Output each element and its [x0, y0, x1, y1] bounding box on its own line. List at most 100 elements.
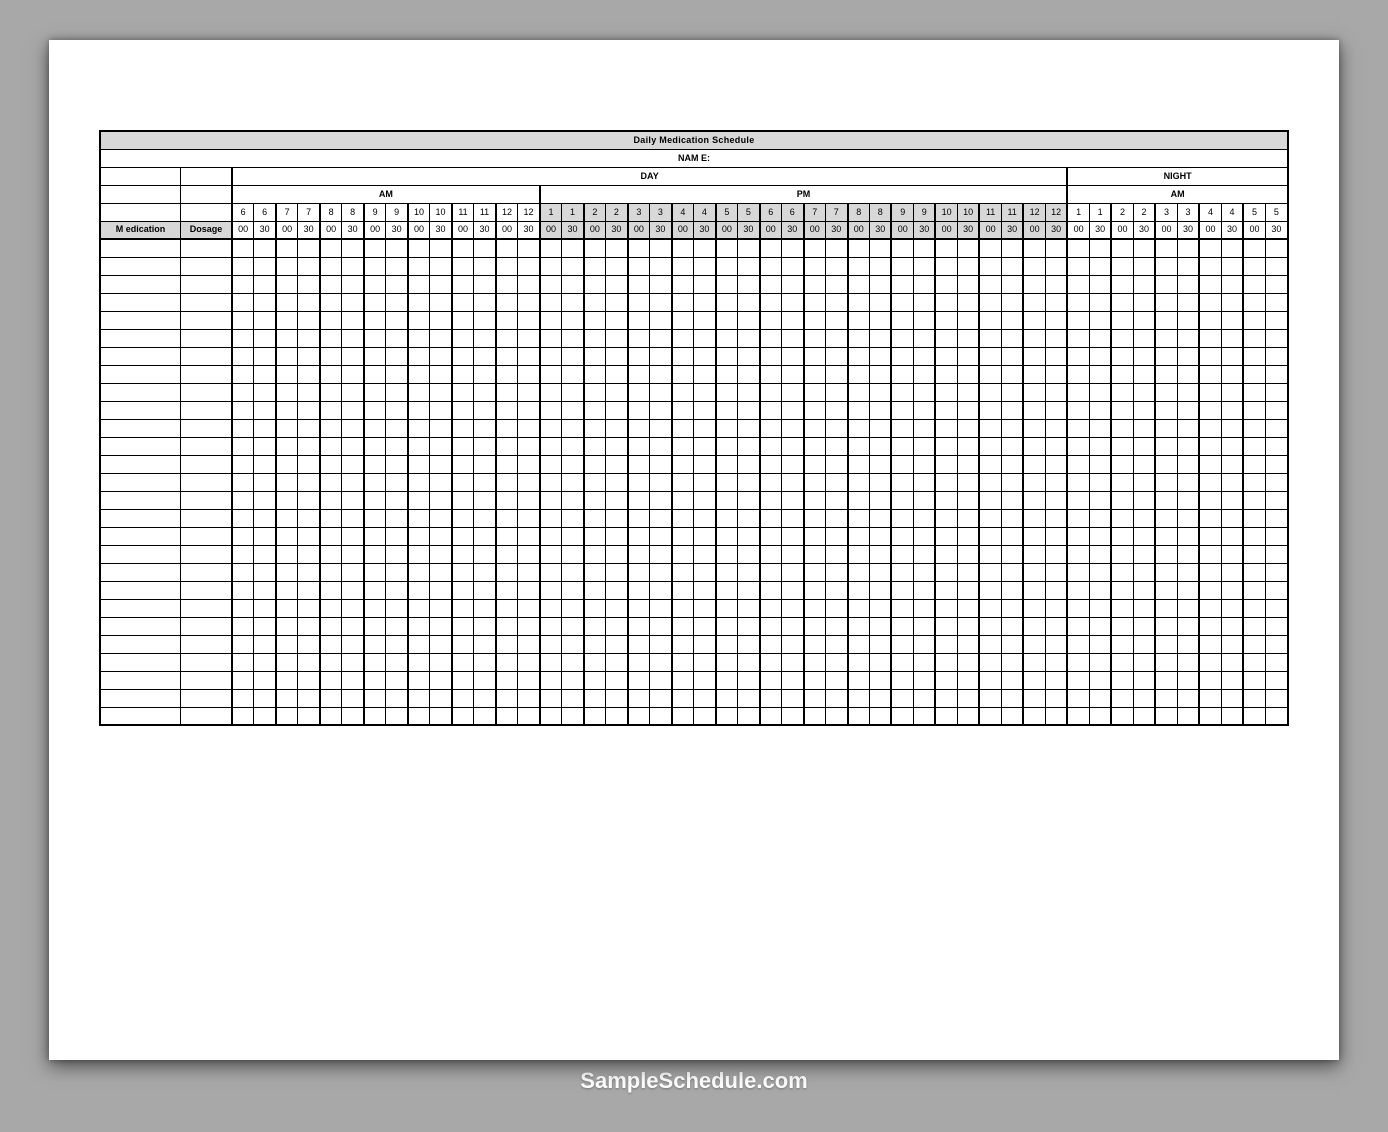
- medication-cell: [100, 239, 181, 257]
- slot-cell: [1067, 347, 1089, 365]
- slot-cell: [562, 329, 584, 347]
- slot-cell: [1155, 455, 1177, 473]
- slot-cell: [782, 653, 804, 671]
- slot-cell: [408, 293, 430, 311]
- slot-cell: [584, 419, 606, 437]
- slot-cell: [364, 365, 386, 383]
- slot-cell: [628, 599, 650, 617]
- slot-cell: [298, 563, 320, 581]
- slot-cell: [1221, 635, 1243, 653]
- slot-cell: [760, 455, 782, 473]
- slot-cell: [672, 635, 694, 653]
- slot-cell: [716, 689, 738, 707]
- slot-cell: [254, 293, 276, 311]
- dosage-cell: [181, 563, 232, 581]
- slot-cell: [1067, 653, 1089, 671]
- slot-cell: [408, 689, 430, 707]
- slot-cell: [1001, 653, 1023, 671]
- slot-cell: [518, 329, 540, 347]
- slot-cell: [891, 473, 913, 491]
- slot-cell: [540, 329, 562, 347]
- slot-cell: [320, 671, 342, 689]
- slot-cell: [782, 581, 804, 599]
- slot-cell: [452, 653, 474, 671]
- medication-cell: [100, 599, 181, 617]
- slot-cell: [1111, 311, 1133, 329]
- name-row: NAM E:: [100, 149, 1288, 167]
- slot-cell: [1045, 509, 1067, 527]
- slot-cell: [1089, 635, 1111, 653]
- medication-cell: [100, 653, 181, 671]
- slot-cell: [1133, 455, 1155, 473]
- dosage-cell: [181, 419, 232, 437]
- slot-cell: [1023, 689, 1045, 707]
- data-row: [100, 293, 1288, 311]
- slot-cell: [1001, 671, 1023, 689]
- slot-cell: [474, 509, 496, 527]
- hour-cell: 12: [1045, 203, 1067, 221]
- slot-cell: [650, 329, 672, 347]
- slot-cell: [1023, 509, 1045, 527]
- slot-cell: [298, 635, 320, 653]
- slot-cell: [913, 239, 935, 257]
- slot-cell: [891, 617, 913, 635]
- slot-cell: [760, 365, 782, 383]
- slot-cell: [760, 509, 782, 527]
- slot-cell: [1111, 257, 1133, 275]
- slot-cell: [650, 671, 672, 689]
- slot-cell: [474, 437, 496, 455]
- slot-cell: [496, 599, 518, 617]
- slot-cell: [1045, 563, 1067, 581]
- slot-cell: [891, 347, 913, 365]
- slot-cell: [716, 473, 738, 491]
- slot-cell: [804, 491, 826, 509]
- slot-cell: [694, 599, 716, 617]
- slot-cell: [716, 455, 738, 473]
- slot-cell: [628, 419, 650, 437]
- slot-cell: [935, 473, 957, 491]
- slot-cell: [1265, 689, 1288, 707]
- slot-cell: [1111, 419, 1133, 437]
- hour-cell: 3: [628, 203, 650, 221]
- slot-cell: [891, 401, 913, 419]
- slot-cell: [979, 257, 1001, 275]
- slot-cell: [913, 383, 935, 401]
- slot-cell: [1023, 599, 1045, 617]
- slot-cell: [1155, 617, 1177, 635]
- slot-cell: [1221, 491, 1243, 509]
- dosage-cell: [181, 329, 232, 347]
- slot-cell: [298, 275, 320, 293]
- slot-cell: [298, 671, 320, 689]
- slot-cell: [452, 671, 474, 689]
- data-row: [100, 401, 1288, 419]
- slot-cell: [672, 383, 694, 401]
- slot-cell: [1221, 311, 1243, 329]
- slot-cell: [408, 365, 430, 383]
- hour-cell: 5: [1243, 203, 1265, 221]
- slot-cell: [1221, 545, 1243, 563]
- slot-cell: [891, 635, 913, 653]
- slot-cell: [672, 617, 694, 635]
- slot-cell: [672, 275, 694, 293]
- slot-cell: [518, 707, 540, 725]
- slot-cell: [979, 455, 1001, 473]
- slot-cell: [1001, 545, 1023, 563]
- slot-cell: [957, 329, 979, 347]
- slot-cell: [254, 311, 276, 329]
- slot-cell: [672, 257, 694, 275]
- slot-cell: [935, 419, 957, 437]
- slot-cell: [782, 545, 804, 563]
- slot-cell: [562, 365, 584, 383]
- slot-cell: [1243, 293, 1265, 311]
- data-row: [100, 545, 1288, 563]
- slot-cell: [386, 401, 408, 419]
- slot-cell: [606, 653, 628, 671]
- slot-cell: [298, 365, 320, 383]
- slot-cell: [342, 617, 364, 635]
- slot-cell: [869, 239, 891, 257]
- slot-cell: [979, 383, 1001, 401]
- slot-cell: [562, 509, 584, 527]
- slot-cell: [364, 671, 386, 689]
- slot-cell: [848, 311, 870, 329]
- slot-cell: [848, 527, 870, 545]
